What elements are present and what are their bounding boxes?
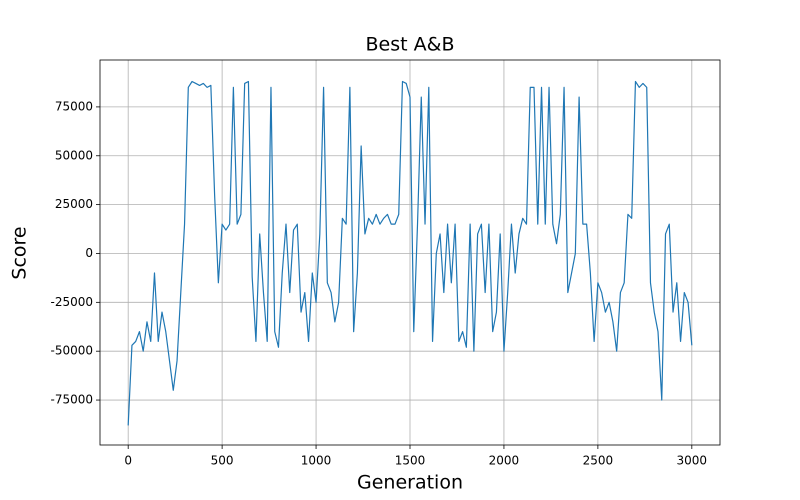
- y-tick-label: 50000: [55, 148, 93, 162]
- x-tick-label: 1000: [301, 454, 332, 468]
- chart-title: Best A&B: [366, 34, 455, 56]
- y-tick-label: 75000: [55, 99, 93, 113]
- x-axis-label: Generation: [357, 472, 463, 494]
- x-tick-label: 2500: [583, 454, 614, 468]
- data-line: [127, 80, 693, 426]
- y-tick-label: -25000: [50, 295, 93, 309]
- y-tick-label: 0: [85, 246, 93, 260]
- x-tick-label: 0: [124, 454, 132, 468]
- y-tick-label: 25000: [55, 197, 93, 211]
- x-tick-label: 1500: [395, 454, 426, 468]
- plot-frame: [99, 59, 721, 446]
- x-tick-label: 500: [211, 454, 234, 468]
- x-tick-label: 3000: [677, 454, 708, 468]
- x-tick-label: 2000: [489, 454, 520, 468]
- y-axis-label: Score: [9, 226, 31, 279]
- y-tick-label: -75000: [50, 393, 93, 407]
- y-tick-label: -50000: [50, 344, 93, 358]
